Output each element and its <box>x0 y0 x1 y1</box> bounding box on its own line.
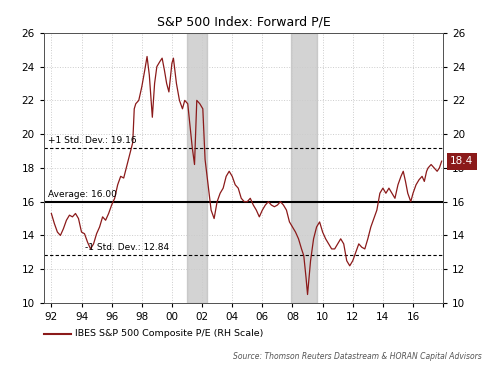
Bar <box>291 33 317 303</box>
Text: IBES S&P 500 Composite P/E (RH Scale): IBES S&P 500 Composite P/E (RH Scale) <box>75 330 264 338</box>
Text: Average: 16.00: Average: 16.00 <box>48 190 117 199</box>
Text: 18.4: 18.4 <box>450 156 473 166</box>
Title: S&P 500 Index: Forward P/E: S&P 500 Index: Forward P/E <box>157 16 330 29</box>
Bar <box>187 33 206 303</box>
Text: +1 Std. Dev.: 19.16: +1 Std. Dev.: 19.16 <box>48 136 137 145</box>
Text: -1 Std. Dev.: 12.84: -1 Std. Dev.: 12.84 <box>85 243 169 252</box>
Text: Source: Thomson Reuters Datastream & HORAN Capital Advisors: Source: Thomson Reuters Datastream & HOR… <box>233 352 482 361</box>
